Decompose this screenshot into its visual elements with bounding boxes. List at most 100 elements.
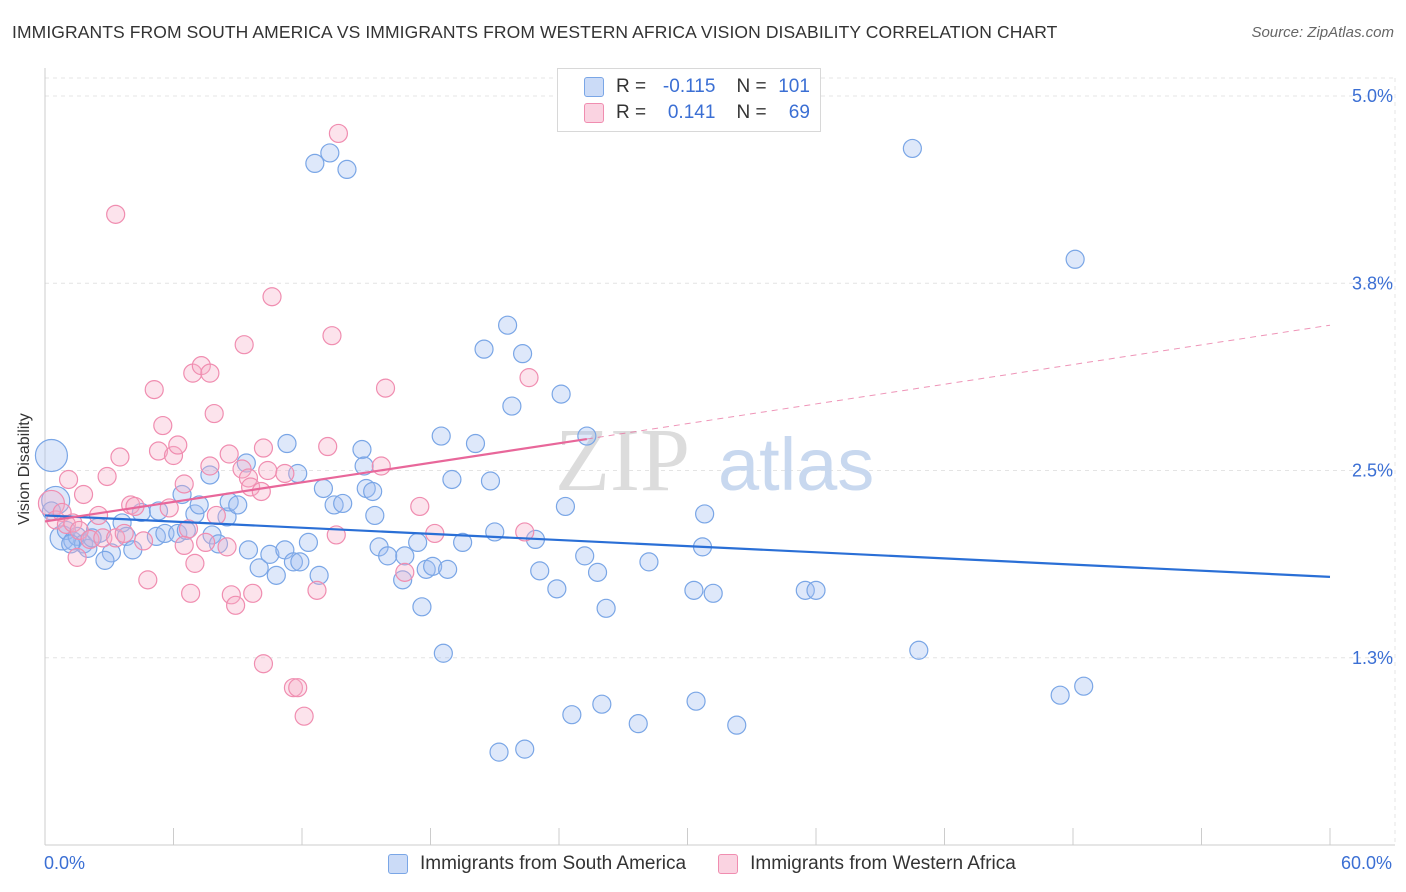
data-point (262, 287, 282, 307)
data-point (88, 505, 109, 526)
y-tick-label: 3.8% (1352, 273, 1393, 293)
y-tick-label: 2.5% (1352, 461, 1393, 481)
data-point (106, 528, 126, 548)
data-point (408, 532, 428, 553)
data-point (1074, 676, 1094, 696)
data-point (498, 315, 518, 335)
data-point (727, 715, 747, 735)
series-western-africa-points (37, 123, 539, 726)
data-point (433, 643, 453, 663)
data-point (305, 153, 325, 174)
trend-line-south-america (44, 514, 1331, 578)
data-point (95, 550, 115, 570)
data-point (106, 204, 126, 224)
legend-r-label: R = (616, 102, 647, 123)
data-point (596, 598, 616, 618)
data-point (352, 439, 372, 460)
data-point (200, 363, 220, 383)
data-point (695, 504, 715, 524)
series-south-america-points (34, 138, 1094, 762)
data-point (174, 535, 194, 556)
data-point (266, 565, 286, 585)
data-point (226, 595, 246, 615)
data-point (174, 474, 194, 494)
trend-line-western-africa-extension (586, 324, 1331, 440)
data-point (277, 433, 297, 454)
trend-line-western-africa (44, 437, 588, 523)
trend-lines (44, 324, 1331, 578)
data-point (502, 396, 522, 416)
data-point (320, 143, 340, 163)
data-point (228, 495, 248, 515)
data-point (328, 123, 349, 144)
data-point (73, 484, 94, 505)
legend-r-value: 0.141 (667, 102, 716, 123)
legend-item-western-africa[interactable]: Immigrants from Western Africa (718, 853, 1016, 875)
data-point (519, 368, 539, 388)
data-point (294, 706, 314, 726)
data-point (251, 481, 271, 502)
legend-n-value: 69 (788, 102, 810, 123)
legend-n-label: N = (736, 102, 767, 123)
data-point (465, 433, 486, 454)
y-tick-label: 1.3% (1352, 648, 1393, 668)
data-point (378, 546, 398, 566)
data-point (474, 339, 494, 359)
chart-title: IMMIGRANTS FROM SOUTH AMERICA VS IMMIGRA… (12, 22, 1058, 42)
data-point (515, 522, 535, 542)
data-point (684, 580, 704, 600)
stats-legend: R = -0.115 N = 101 R = 0.141 N = 69 (557, 68, 821, 132)
y-tick-labels: 1.3% 2.5% 3.8% 5.0% (1352, 86, 1393, 668)
data-point (204, 403, 224, 424)
data-point (902, 138, 922, 159)
data-points (34, 123, 1094, 762)
data-point (258, 460, 278, 481)
legend-label-south-america: Immigrants from South America (420, 853, 687, 874)
data-point (480, 471, 501, 491)
data-point (309, 565, 329, 585)
data-point (365, 505, 385, 526)
data-point (354, 456, 374, 476)
data-point (639, 552, 659, 572)
data-point (909, 640, 929, 660)
watermark-atlas: atlas (718, 423, 874, 506)
data-point (148, 441, 169, 461)
data-point (555, 496, 576, 517)
data-point (307, 580, 327, 600)
legend-swatch-western-africa (718, 854, 739, 874)
data-point (290, 552, 310, 572)
data-point (395, 546, 415, 566)
data-point (243, 583, 263, 603)
data-point (253, 438, 274, 458)
data-point (138, 570, 158, 590)
legend-n-label: N = (736, 76, 767, 97)
data-point (238, 540, 259, 560)
watermark-zip: ZIP (555, 411, 690, 510)
data-point (322, 326, 342, 346)
data-point (34, 438, 69, 473)
data-point (438, 559, 458, 579)
y-tick-label: 5.0% (1352, 86, 1393, 106)
data-point (58, 469, 79, 490)
series-legend: Immigrants from South America Immigrants… (388, 853, 1048, 875)
axes (44, 68, 1395, 846)
data-point (423, 556, 443, 576)
data-point (431, 426, 451, 446)
data-point (530, 561, 550, 581)
data-point (97, 466, 117, 487)
data-point (453, 532, 473, 553)
data-point (686, 691, 706, 711)
data-point (200, 456, 220, 476)
data-point (249, 558, 269, 578)
legend-item-south-america[interactable]: Immigrants from South America (388, 853, 686, 875)
data-point (181, 583, 201, 603)
data-point (221, 585, 241, 605)
data-point (114, 523, 134, 544)
data-point (489, 742, 509, 762)
data-point (512, 344, 533, 364)
legend-r-label: R = (616, 76, 647, 97)
data-point (206, 505, 226, 526)
legend-r-value: -0.115 (662, 76, 716, 97)
data-point (168, 435, 188, 455)
